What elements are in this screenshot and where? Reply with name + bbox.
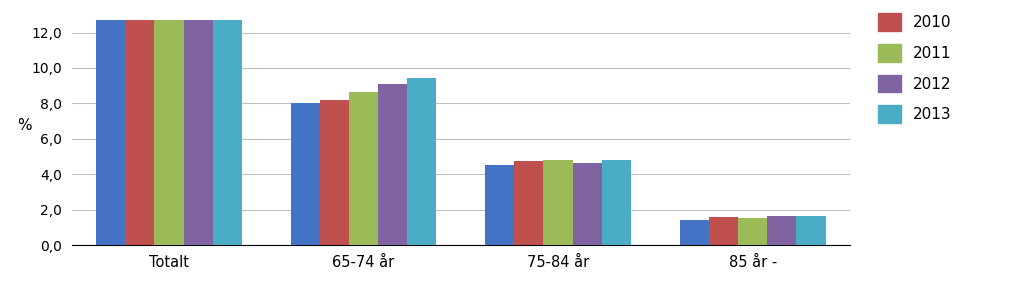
Bar (738, 218, 767, 245)
Bar (183, 20, 213, 245)
Bar (155, 20, 183, 245)
Bar (767, 216, 797, 245)
Bar (485, 164, 514, 245)
Bar (572, 163, 602, 245)
Bar (709, 217, 738, 245)
Bar (514, 161, 544, 245)
Bar (680, 220, 709, 245)
Bar (125, 20, 155, 245)
Bar (291, 103, 319, 245)
Bar (319, 100, 349, 245)
Bar (96, 20, 125, 245)
Bar (797, 216, 825, 245)
Legend: 2010, 2011, 2012, 2013: 2010, 2011, 2012, 2013 (873, 9, 956, 128)
Bar (349, 92, 378, 245)
Bar (408, 78, 436, 245)
Bar (602, 161, 631, 245)
Bar (213, 20, 242, 245)
Y-axis label: %: % (17, 118, 32, 133)
Bar (544, 160, 572, 245)
Bar (378, 84, 408, 245)
